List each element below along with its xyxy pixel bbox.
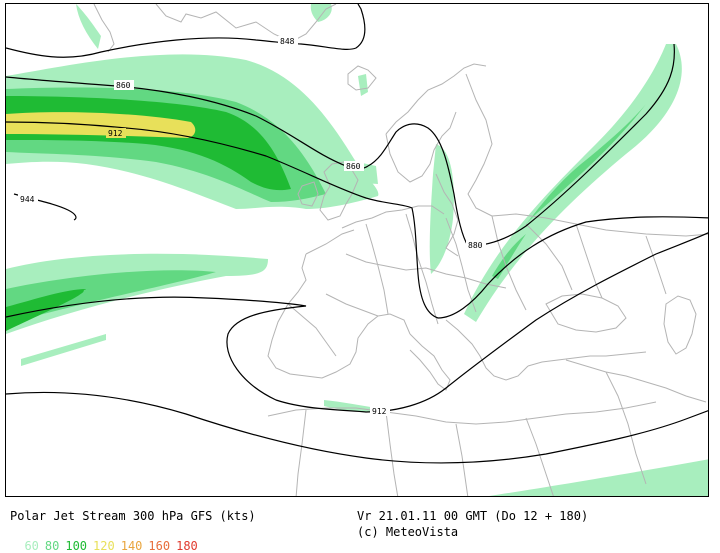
jet-north-120kt [6, 112, 196, 138]
legend-180: 180 [176, 539, 198, 553]
jet-south-100kt [6, 289, 86, 331]
contour-labels: 848 860 860 880 912 912 944 [18, 36, 486, 416]
jet-northeast-60kt [464, 44, 682, 322]
label-848: 848 [280, 37, 295, 46]
contour-912-a [6, 121, 708, 319]
map-footer: Polar Jet Stream 300 hPa GFS (kts) Vr 21… [0, 500, 720, 544]
contour-880 [367, 43, 675, 247]
valid-time: Vr 21.01.11 00 GMT (Do 12 + 180) [357, 509, 589, 523]
legend-120: 120 [93, 539, 115, 553]
jet-iceland-60kt [358, 74, 368, 96]
label-912-b: 912 [372, 407, 387, 416]
label-860-a: 860 [116, 81, 131, 90]
legend-160: 160 [148, 539, 171, 553]
contours [6, 4, 708, 464]
jet-greenland-60kt-b [310, 4, 332, 22]
legend-80: 80 [44, 539, 60, 553]
label-860-b: 860 [346, 162, 361, 171]
jet-africa-60kt [489, 459, 708, 496]
label-912-a: 912 [108, 129, 123, 138]
legend-60: 60 [24, 539, 39, 553]
label-944: 944 [20, 195, 35, 204]
contour-848 [6, 4, 366, 58]
map-frame: 848 860 860 880 912 912 944 [5, 3, 709, 497]
jet-scandinavia-60kt [429, 144, 454, 274]
jet-stream-map: 848 860 860 880 912 912 944 [6, 4, 708, 496]
legend-100: 100 [65, 539, 88, 553]
wind-speed-legend: 60 80 100 120 140 160 180 [10, 525, 204, 553]
jet-northeast-80kt [526, 104, 646, 224]
jet-northeast-80kt-b [492, 234, 526, 279]
jet-streak-c [21, 334, 106, 366]
contour-912-b [6, 232, 708, 413]
credit: (c) MeteoVista [357, 525, 459, 539]
jet-shading [6, 4, 708, 496]
jet-streak-b [100, 284, 114, 293]
jet-greenland-60kt [76, 4, 101, 49]
legend-140: 140 [120, 539, 143, 553]
jet-streak-a [82, 286, 98, 296]
contour-south [6, 391, 708, 464]
label-880: 880 [468, 241, 483, 250]
map-title: Polar Jet Stream 300 hPa GFS (kts) [10, 509, 256, 523]
jet-south-80kt [6, 270, 216, 324]
